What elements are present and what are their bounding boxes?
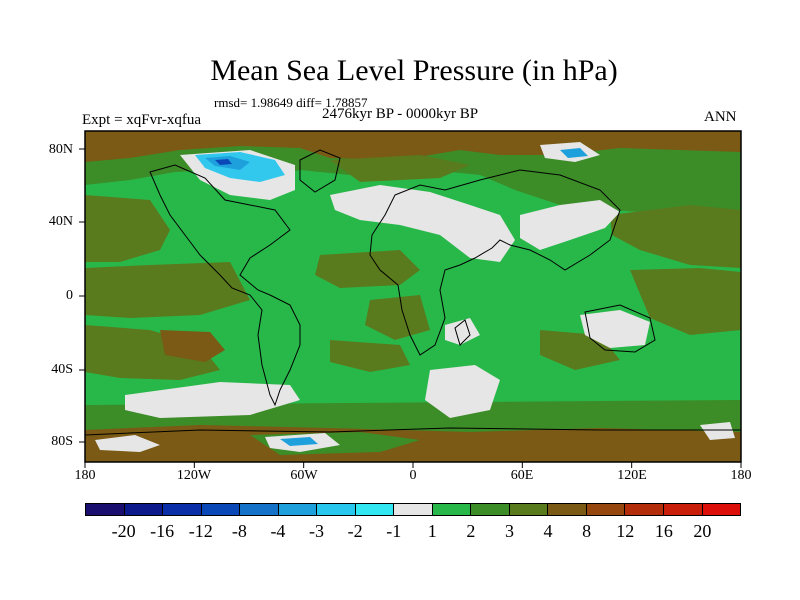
madagascar-white <box>445 318 480 345</box>
lon-label-0: 0 <box>409 468 417 483</box>
south-pacific-white <box>125 382 300 418</box>
colorbar-swatch <box>240 504 279 515</box>
siberia-blue-region <box>560 148 588 158</box>
colorbar <box>85 503 741 516</box>
colorbar-swatch <box>471 504 510 515</box>
antarctic-brown-band <box>85 425 741 462</box>
period-text: 2476kyr BP - 0000kyr BP <box>322 106 479 122</box>
canada-navy-region <box>215 159 232 165</box>
colorbar-label: -20 <box>111 521 136 541</box>
colorbar-swatch <box>702 504 741 515</box>
south-pacific-olive <box>85 325 220 380</box>
lat-label-40s: 40S <box>51 362 73 377</box>
colorbar-label: -4 <box>270 521 286 541</box>
colorbar-swatch <box>124 504 164 515</box>
stats-text: rmsd= 1.98649 diff= 1.78857 <box>214 95 368 110</box>
colorbar-label: 16 <box>654 521 673 541</box>
arctic-olive-region <box>330 155 470 182</box>
colorbar-swatch <box>663 504 703 515</box>
colorbar-swatch <box>432 504 472 515</box>
lat-label-40n: 40N <box>48 214 73 229</box>
antarctic-blue-region <box>280 437 318 446</box>
colorbar-swatch <box>278 504 318 515</box>
colorbar-label: -3 <box>309 521 325 541</box>
colorbar-swatch <box>509 504 549 515</box>
lon-label-60w: 60W <box>290 468 318 483</box>
north-west-pacific-olive <box>610 205 741 268</box>
colorbar-label: 4 <box>543 521 553 541</box>
north-pacific-olive <box>85 195 170 262</box>
asia-white <box>520 200 620 250</box>
tropical-pacific-olive <box>85 262 250 318</box>
colorbar-swatch <box>201 504 241 515</box>
south-pacific-brown <box>160 330 225 362</box>
colorbar-swatch <box>317 504 356 515</box>
lon-label-120e: 120E <box>617 468 647 483</box>
colorbar-label: -1 <box>386 521 402 541</box>
lon-label-60e: 60E <box>510 468 534 483</box>
colorbar-label: 3 <box>504 521 514 541</box>
colorbar-label: 8 <box>582 521 592 541</box>
colorbar-label: 2 <box>466 521 476 541</box>
colorbar-label: 12 <box>616 521 635 541</box>
colorbar-swatch <box>586 504 626 515</box>
axis-ticks <box>79 148 742 468</box>
lat-label-80s: 80S <box>51 434 73 449</box>
colorbar-label: -12 <box>188 521 213 541</box>
map-title: Mean Sea Level Pressure (in hPa) <box>210 54 618 87</box>
colorbar-swatch <box>355 504 395 515</box>
lat-label-80n: 80N <box>48 142 73 157</box>
arctic-brown-region <box>85 131 741 162</box>
antarctic-white-1 <box>95 435 160 452</box>
lon-label-180w: 180 <box>74 468 96 483</box>
colorbar-label: -2 <box>347 521 363 541</box>
colorbar-label: 20 <box>693 521 712 541</box>
south-atlantic-olive <box>365 295 430 340</box>
colorbar-swatch <box>625 504 664 515</box>
colorbar-swatch <box>394 504 433 515</box>
experiment-label: Expt = xqFvr-xqfua <box>82 112 201 128</box>
north-africa-white <box>330 185 515 262</box>
colorbar-swatch <box>548 504 587 515</box>
coastlines <box>84 149 741 436</box>
south-indian-white <box>425 365 500 418</box>
lat-label-0: 0 <box>66 288 73 303</box>
colorbar-label: -8 <box>231 521 247 541</box>
antarctic-white-3 <box>700 422 735 440</box>
south-atlantic-olive-2 <box>330 340 410 372</box>
colorbar-label: 1 <box>427 521 437 541</box>
colorbar-swatch <box>86 504 125 515</box>
atlantic-olive <box>315 250 420 288</box>
australia-white <box>580 310 650 348</box>
west-pacific-olive <box>630 268 741 335</box>
colorbar-label: -16 <box>150 521 175 541</box>
lon-label-120w: 120W <box>176 468 212 483</box>
season-label: ANN <box>704 109 737 125</box>
colorbar-swatch <box>163 504 202 515</box>
lon-label-180e: 180 <box>730 468 752 483</box>
